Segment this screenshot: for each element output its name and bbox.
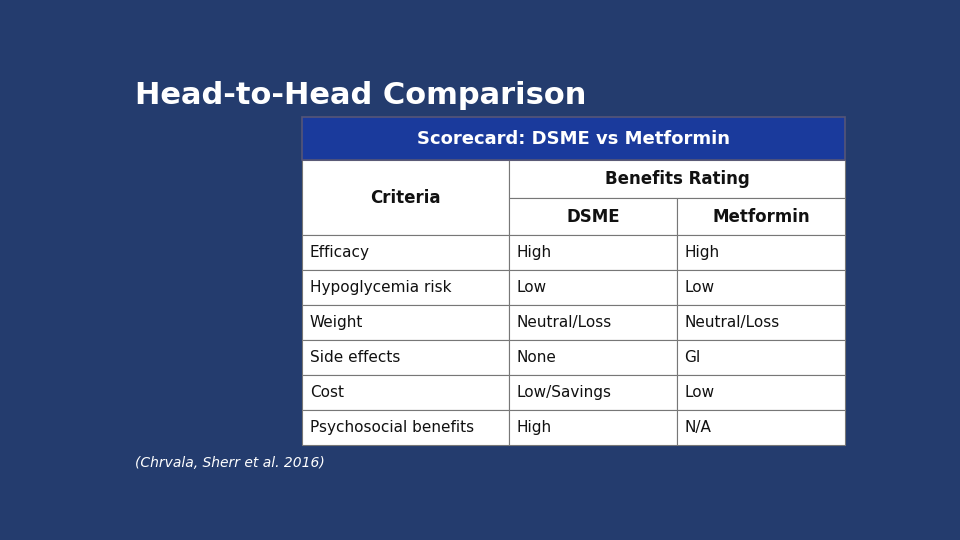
Text: N/A: N/A [684,420,711,435]
Bar [302,160,509,235]
Text: GI: GI [684,350,701,365]
Text: Cost: Cost [310,385,344,400]
Text: Low: Low [516,280,546,295]
Bar [302,340,509,375]
Bar [302,305,509,340]
Text: Low/Savings: Low/Savings [516,385,612,400]
Bar [509,198,677,235]
Text: Psychosocial benefits: Psychosocial benefits [310,420,474,435]
Text: Head-to-Head Comparison: Head-to-Head Comparison [134,82,587,111]
Bar [509,160,846,198]
Bar [302,410,509,445]
Bar [677,375,846,410]
Text: Efficacy: Efficacy [310,245,370,260]
Text: (Chrvala, Sherr et al. 2016): (Chrvala, Sherr et al. 2016) [134,456,324,470]
Text: Scorecard: DSME vs Metformin: Scorecard: DSME vs Metformin [418,130,731,147]
Text: Metformin: Metformin [712,207,810,226]
Text: Low: Low [684,385,714,400]
Bar [677,235,846,271]
Text: Neutral/Loss: Neutral/Loss [516,315,612,330]
Text: Criteria: Criteria [371,189,441,207]
Bar [302,375,509,410]
Bar [677,198,846,235]
Text: Side effects: Side effects [310,350,400,365]
Bar [509,375,677,410]
Text: Benefits Rating: Benefits Rating [605,170,750,188]
Text: DSME: DSME [566,207,619,226]
Bar [302,117,846,160]
Text: Low: Low [684,280,714,295]
Text: High: High [684,245,720,260]
Bar [509,305,677,340]
Bar [509,410,677,445]
Bar [677,305,846,340]
Bar [509,271,677,305]
Bar [509,235,677,271]
Text: None: None [516,350,556,365]
Bar [677,271,846,305]
Text: Neutral/Loss: Neutral/Loss [684,315,780,330]
Text: High: High [516,245,551,260]
Text: High: High [516,420,551,435]
Bar [677,410,846,445]
Bar [302,271,509,305]
Bar [509,340,677,375]
Text: Hypoglycemia risk: Hypoglycemia risk [310,280,451,295]
Text: Weight: Weight [310,315,363,330]
Bar [677,340,846,375]
Bar [302,235,509,271]
